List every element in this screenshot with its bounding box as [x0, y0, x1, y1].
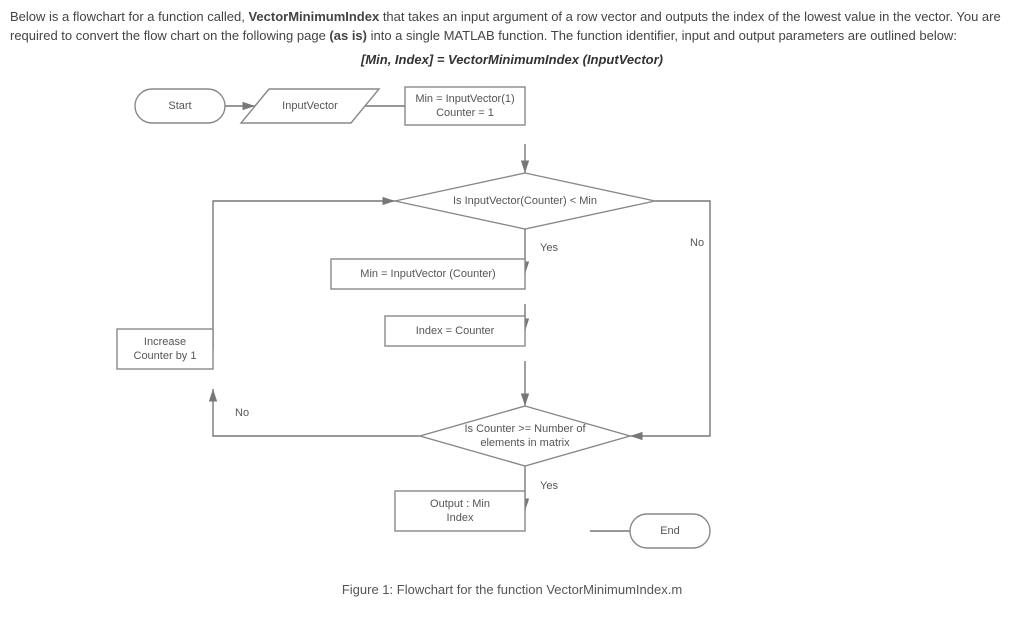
intro-part2: that takes an input argument of a row ve…	[379, 9, 1001, 24]
svg-text:Counter = 1: Counter = 1	[436, 106, 494, 118]
function-signature: [Min, Index] = VectorMinimumIndex (Input…	[10, 52, 1014, 67]
svg-text:Yes: Yes	[540, 480, 558, 492]
flowchart-svg: Yes No Yes No Start InputVector Min = InputVec…	[10, 71, 1014, 601]
svg-text:elements in matrix: elements in matrix	[480, 436, 570, 448]
intro-part1: Below is a flowchart for a function call…	[10, 9, 248, 24]
svg-text:Is Counter >= Number of: Is Counter >= Number of	[464, 423, 586, 435]
svg-text:No: No	[235, 407, 249, 419]
intro-part3: required to convert the flow chart on th…	[10, 28, 329, 43]
intro-part4: into a single MATLAB function. The funct…	[367, 28, 957, 43]
flowchart-container: Yes No Yes No Start InputVector Min = InputVec…	[10, 71, 1014, 601]
svg-text:Start: Start	[168, 100, 191, 112]
svg-text:Output : Min: Output : Min	[430, 498, 490, 510]
svg-text:Yes: Yes	[540, 242, 558, 254]
svg-text:Min = InputVector (Counter): Min = InputVector (Counter)	[360, 268, 495, 280]
svg-text:Index = Counter: Index = Counter	[416, 325, 495, 337]
svg-text:Counter by 1: Counter by 1	[134, 349, 197, 361]
function-name-bold: VectorMinimumIndex	[248, 9, 379, 24]
svg-text:Increase: Increase	[144, 336, 186, 348]
svg-text:End: End	[660, 525, 680, 537]
svg-text:Is InputVector(Counter) < Min: Is InputVector(Counter) < Min	[453, 195, 597, 207]
figure-caption: Figure 1: Flowchart for the function Vec…	[10, 582, 1014, 597]
as-is-bold: (as is)	[329, 28, 367, 43]
intro-text: Below is a flowchart for a function call…	[10, 8, 1014, 46]
svg-text:Index: Index	[447, 511, 474, 523]
svg-text:InputVector: InputVector	[282, 100, 338, 112]
svg-text:Min = InputVector(1): Min = InputVector(1)	[415, 93, 514, 105]
svg-text:No: No	[690, 237, 704, 249]
